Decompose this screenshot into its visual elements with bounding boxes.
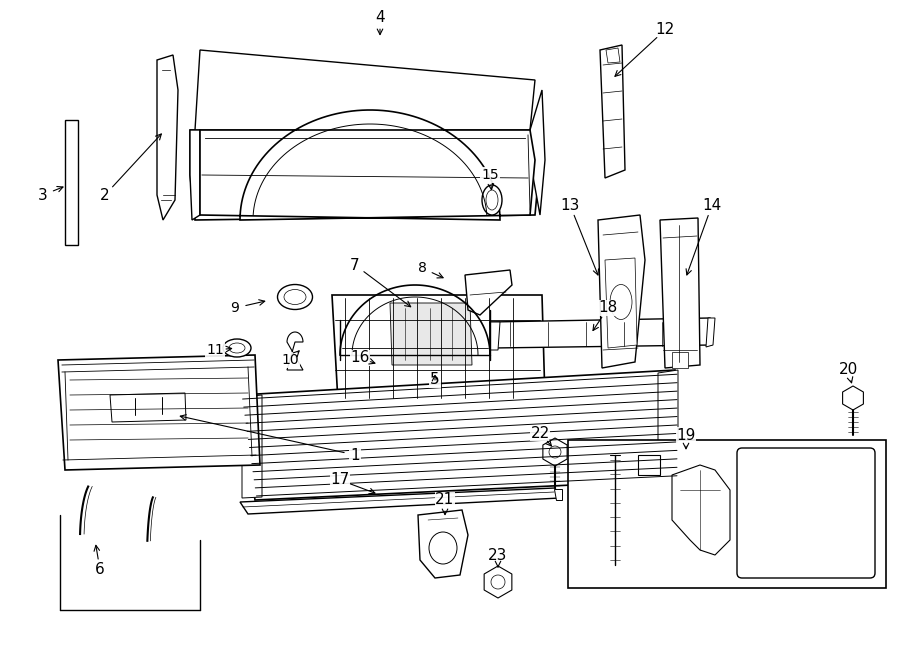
Text: 21: 21 (436, 492, 454, 508)
Text: 8: 8 (418, 261, 427, 275)
Polygon shape (530, 90, 545, 215)
Text: 4: 4 (375, 11, 385, 26)
Polygon shape (658, 370, 678, 481)
Polygon shape (58, 355, 260, 470)
Text: 1: 1 (350, 447, 360, 463)
Ellipse shape (284, 290, 306, 305)
Polygon shape (190, 130, 200, 220)
Polygon shape (606, 48, 620, 63)
Polygon shape (598, 215, 645, 368)
Polygon shape (287, 332, 303, 370)
Ellipse shape (223, 339, 251, 357)
Ellipse shape (429, 532, 457, 564)
Ellipse shape (229, 343, 245, 353)
Text: 14: 14 (702, 198, 722, 212)
Text: 16: 16 (350, 350, 370, 366)
Polygon shape (240, 370, 678, 500)
Text: 12: 12 (655, 22, 675, 38)
Text: 6: 6 (95, 563, 105, 578)
Ellipse shape (277, 284, 312, 309)
Polygon shape (554, 489, 562, 500)
Polygon shape (465, 270, 512, 315)
Text: 23: 23 (489, 547, 508, 563)
Text: 22: 22 (530, 426, 550, 440)
Polygon shape (418, 510, 468, 578)
Polygon shape (600, 45, 625, 178)
Polygon shape (660, 218, 700, 368)
Polygon shape (242, 395, 262, 498)
Ellipse shape (482, 185, 502, 215)
Polygon shape (605, 258, 637, 348)
Text: 5: 5 (430, 373, 440, 387)
Polygon shape (490, 322, 500, 350)
Text: 18: 18 (598, 301, 617, 315)
Text: 7: 7 (350, 258, 360, 272)
Ellipse shape (610, 284, 632, 319)
Polygon shape (195, 50, 535, 130)
Text: 3: 3 (38, 188, 48, 202)
Polygon shape (638, 455, 660, 475)
FancyBboxPatch shape (737, 448, 875, 578)
Text: 13: 13 (561, 198, 580, 212)
Text: 20: 20 (839, 362, 858, 377)
Polygon shape (157, 55, 178, 220)
Polygon shape (490, 318, 712, 348)
Text: 17: 17 (330, 473, 349, 488)
Ellipse shape (486, 190, 498, 210)
FancyBboxPatch shape (568, 440, 886, 588)
Polygon shape (190, 130, 540, 220)
Text: 10: 10 (281, 353, 299, 367)
Polygon shape (672, 465, 730, 555)
Polygon shape (672, 352, 688, 368)
Text: 11: 11 (206, 343, 224, 357)
Text: 2: 2 (100, 188, 110, 202)
Polygon shape (110, 393, 186, 422)
Polygon shape (240, 488, 560, 514)
Polygon shape (706, 318, 715, 347)
Text: 15: 15 (482, 168, 499, 182)
Text: 19: 19 (676, 428, 696, 442)
Polygon shape (390, 303, 472, 365)
Text: 9: 9 (230, 301, 239, 315)
Polygon shape (332, 295, 545, 402)
Polygon shape (65, 120, 78, 245)
Polygon shape (200, 110, 535, 220)
